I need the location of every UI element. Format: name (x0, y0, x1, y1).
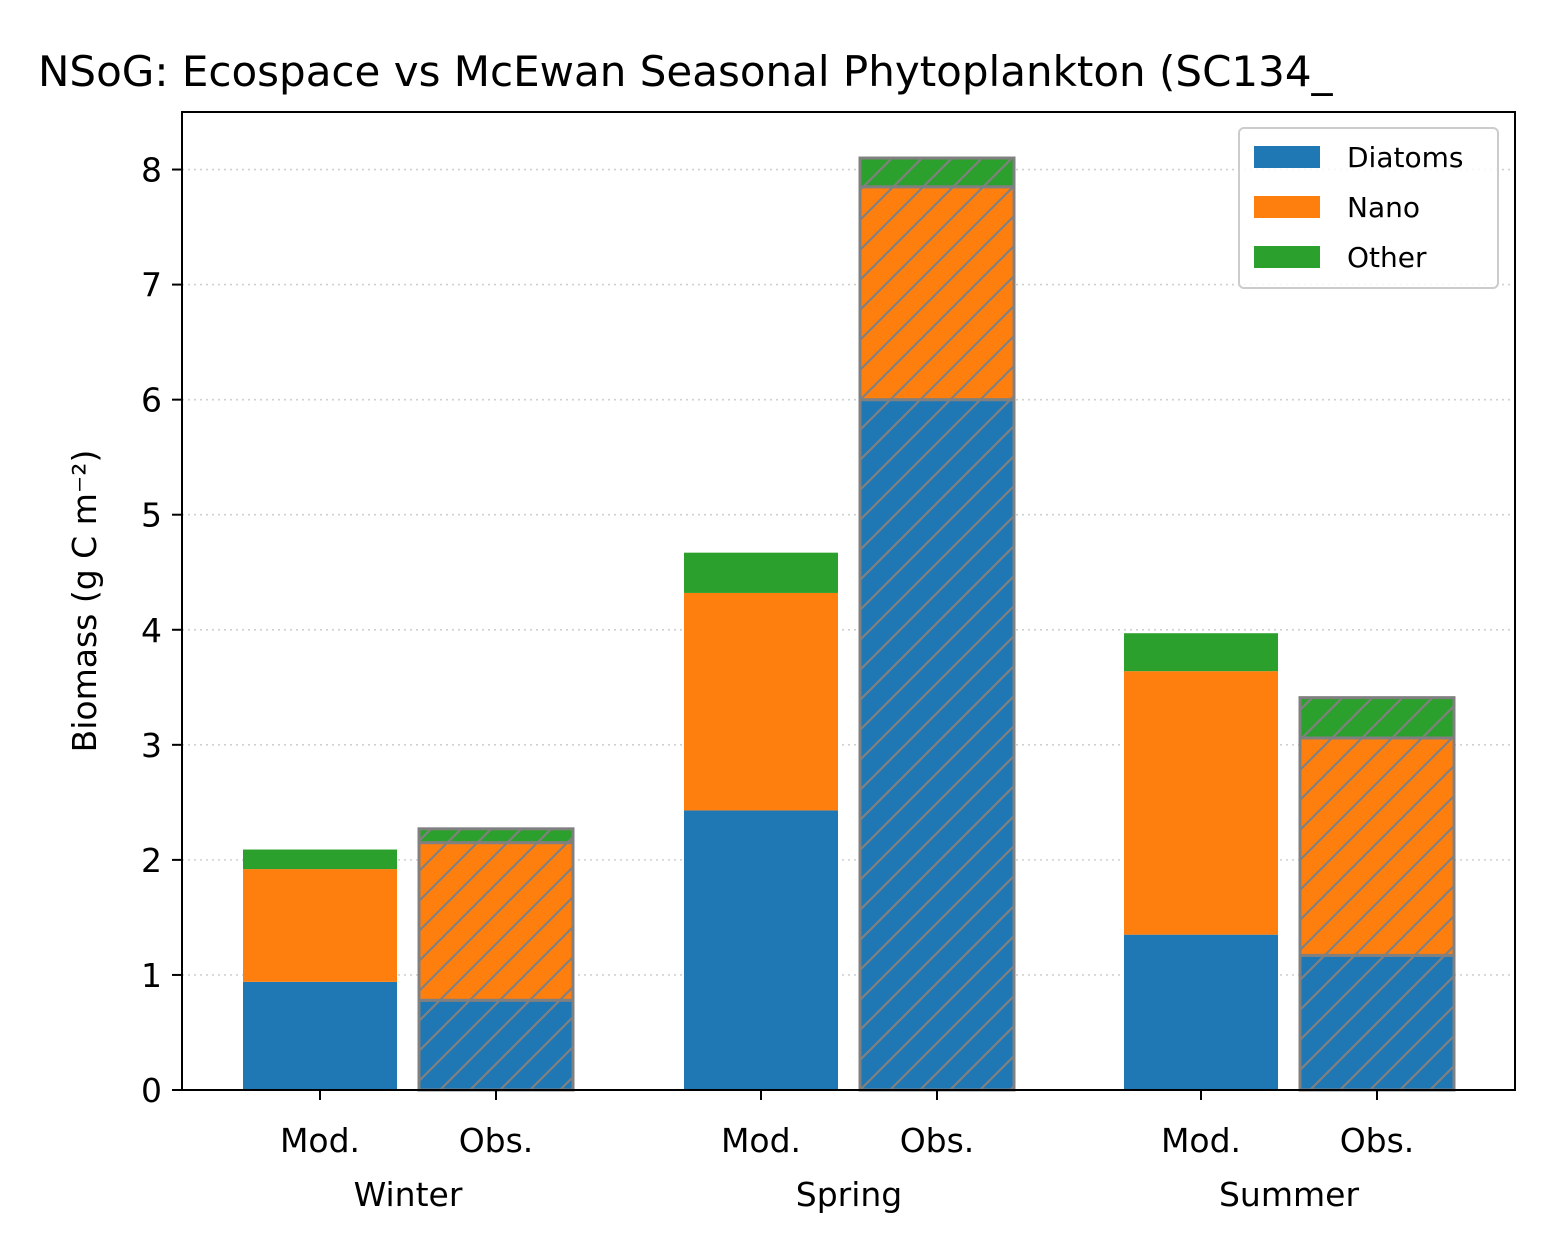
bar-summer-mod-diatoms (1124, 934, 1278, 1090)
season-label: Winter (354, 1175, 463, 1214)
legend-label-diatoms: Diatoms (1347, 141, 1463, 174)
legend-swatch-diatoms (1254, 146, 1320, 168)
legend-label-other: Other (1347, 241, 1427, 274)
y-axis-label: Biomass (g C m⁻²) (65, 450, 104, 753)
y-tick-label: 0 (141, 1071, 162, 1110)
x-tick-label: Obs. (1340, 1121, 1415, 1160)
y-tick-label: 8 (141, 151, 162, 190)
x-tick-label: Obs. (900, 1121, 975, 1160)
x-tick-label: Mod. (721, 1121, 801, 1160)
bar-summer-obs-other-hatch (1298, 696, 1456, 740)
season-label: Summer (1219, 1175, 1359, 1214)
chart-title: NSoG: Ecospace vs McEwan Seasonal Phytop… (38, 47, 1334, 96)
bar-summer-mod-other (1124, 633, 1278, 672)
bar-summer-obs-diatoms-hatch (1298, 953, 1456, 1092)
legend: Diatoms Nano Other (1238, 127, 1499, 289)
y-tick-label: 1 (141, 956, 162, 995)
bars (243, 156, 1456, 1092)
x-tick-label: Obs. (459, 1121, 534, 1160)
season-label: Spring (796, 1175, 903, 1214)
y-tick-label: 2 (141, 841, 162, 880)
plot-frame (181, 111, 1516, 1091)
bar-winter-mod-nano (243, 869, 397, 982)
y-tick-label: 3 (141, 726, 162, 765)
x-tick-label: Mod. (1161, 1121, 1241, 1160)
x-tick-label: Mod. (280, 1121, 360, 1160)
bar-winter-mod-diatoms (243, 981, 397, 1090)
bar-spring-obs-other-hatch (858, 156, 1016, 189)
legend-swatch-other (1254, 246, 1320, 268)
y-tick-label: 6 (141, 381, 162, 420)
bar-summer-mod-nano (1124, 671, 1278, 935)
bar-winter-obs-nano-hatch (417, 841, 575, 1002)
bar-winter-obs-diatoms-hatch (417, 998, 575, 1092)
bar-spring-mod-nano (684, 592, 838, 811)
bar-spring-obs-nano-hatch (858, 185, 1016, 402)
y-tick-label: 5 (141, 496, 162, 535)
legend-swatch-nano (1254, 196, 1320, 218)
bar-summer-obs-nano-hatch (1298, 736, 1456, 957)
y-axis: 0 1 2 3 4 5 6 7 8 (141, 151, 182, 1110)
y-gridlines (182, 168, 1515, 976)
bar-spring-mod-diatoms (684, 810, 838, 1090)
x-axis: Mod. Obs. Mod. Obs. Mod. Obs. Winter Spring Summ… (280, 1090, 1414, 1214)
bar-spring-obs-diatoms-hatch (858, 398, 1016, 1092)
bar-spring-mod-other (684, 552, 838, 593)
y-tick-label: 7 (141, 266, 162, 305)
y-tick-label: 4 (141, 611, 162, 650)
bar-winter-mod-other (243, 849, 397, 870)
bar-winter-obs-other-hatch (417, 827, 575, 845)
legend-label-nano: Nano (1347, 191, 1420, 224)
